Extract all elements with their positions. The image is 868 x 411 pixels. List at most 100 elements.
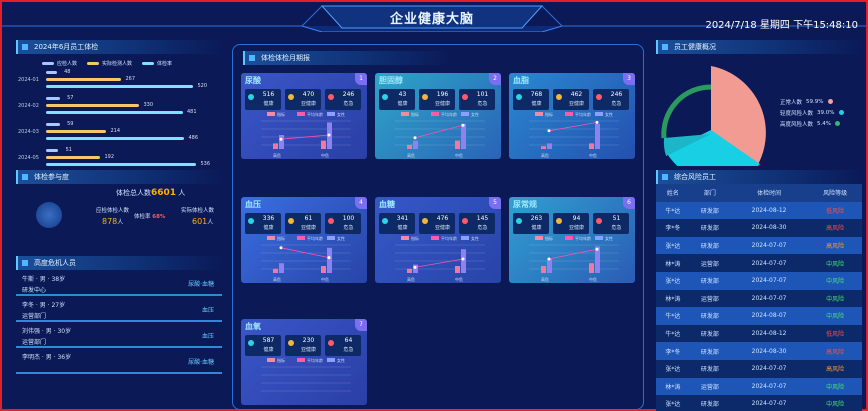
- legend-swatch: [595, 236, 603, 240]
- indicator-card[interactable]: 胆固醇 2 43 健康 196 亚健康 101 危急 指标 平均年龄 女性 高危 中危: [375, 73, 501, 159]
- column-header: 姓名: [656, 184, 690, 202]
- smile-icon: [382, 218, 388, 224]
- cell-dept: 运营部: [689, 254, 730, 272]
- participation-panel: 体检参与度 体检总人数6601 人 应检体检人数 实际体检人数 体检率 68% …: [16, 170, 222, 244]
- smile-icon: [248, 218, 254, 224]
- chart-bar: [547, 259, 552, 273]
- card-title: 尿酸: [245, 76, 261, 85]
- stat-box: 587 健康: [245, 335, 281, 356]
- total-label: 体检总人数: [116, 189, 151, 197]
- x-tick-label: 中危: [321, 276, 329, 282]
- legend-swatch: [297, 112, 305, 116]
- chart-bar: [327, 247, 332, 273]
- person-dept: 运营部门: [22, 313, 47, 320]
- stat-value: 51: [612, 215, 621, 222]
- legend-item: 高度风险人数 5.4%: [780, 118, 862, 129]
- stat-label: 危急: [611, 101, 622, 107]
- cell-date: 2024-07-07: [730, 395, 809, 411]
- cell-date: 2024-07-07: [730, 289, 809, 308]
- indicator-card[interactable]: 血氧 7 587 健康 230 亚健康 64 危急 指标 平均年龄 女性: [241, 319, 367, 405]
- actual-label: 实际体检人数: [181, 208, 215, 214]
- cell-date: 2024-07-07: [730, 254, 809, 272]
- stat-value: 64: [344, 337, 353, 344]
- stat-box: 263 健康: [513, 213, 549, 234]
- risk-title: 综合风险员工: [674, 173, 716, 181]
- list-item[interactable]: 牛斯 · 男 · 38岁 研发中心 尿酸·血糖: [16, 270, 222, 296]
- legend-swatch: [297, 236, 305, 240]
- square-icon: [22, 174, 28, 180]
- cell-level: 中风险: [808, 254, 862, 272]
- total-value: 6601: [151, 188, 177, 198]
- list-item[interactable]: 李明杰 · 男 · 36岁 尿酸·血糖: [16, 348, 222, 374]
- card-number: 6: [623, 197, 635, 209]
- list-item[interactable]: 李冬 · 男 · 27岁 运营部门 血压: [16, 296, 222, 322]
- month-row: 2024-01 48 267 520: [16, 69, 222, 95]
- cell-date: 2024-08-12: [730, 201, 809, 220]
- card-title: 血压: [245, 200, 261, 209]
- table-row[interactable]: 张*达 研发部 2024-07-07 中风险: [656, 271, 862, 290]
- table-row[interactable]: 张*达 研发部 2024-07-07 高风险: [656, 359, 862, 378]
- legend-label: 平均年龄: [307, 111, 323, 117]
- table-row[interactable]: 李*冬 研发部 2024-08-30 高风险: [656, 219, 862, 237]
- cell-dept: 运营部: [689, 377, 730, 396]
- table-row[interactable]: 张*达 研发部 2024-07-07 高风险: [656, 236, 862, 255]
- legend-swatch: [267, 358, 275, 362]
- table-row[interactable]: 牛*达 研发部 2024-08-07 中风险: [656, 307, 862, 325]
- stat-box: 246 危急: [593, 89, 629, 110]
- cell-name: 牛*达: [656, 324, 690, 343]
- panel-title: 2024年6月员工体检: [16, 40, 222, 54]
- indicator-card[interactable]: 血脂 3 768 健康 462 亚健康 246 危急 指标 平均年龄 女性 高危 中危: [509, 73, 635, 159]
- legend-label: 女性: [605, 111, 613, 117]
- legend-swatch: [535, 112, 543, 116]
- rose-slice-mild2: [663, 134, 711, 156]
- indicator-card[interactable]: 血压 4 336 健康 61 亚健康 100 危急 指标 平均年龄 女性 高危 中危: [241, 197, 367, 283]
- actual-value: 601人: [192, 217, 213, 226]
- alert-icon: [328, 340, 334, 346]
- chart-bar: [589, 263, 594, 273]
- stat-box: 341 健康: [379, 213, 415, 234]
- table-row[interactable]: 张*达 研发部 2024-07-07 中风险: [656, 395, 862, 411]
- legend-label: 指标: [277, 235, 285, 241]
- smile-icon: [248, 340, 254, 346]
- indicator-card[interactable]: 血糖 5 341 健康 476 亚健康 145 危急 指标 平均年龄 女性 高危 中危: [375, 197, 501, 283]
- legend-label: 女性: [471, 111, 479, 117]
- table-row[interactable]: 林*涛 运营部 2024-07-07 中风险: [656, 377, 862, 396]
- table-row[interactable]: 牛*达 研发部 2024-08-12 低风险: [656, 201, 862, 220]
- cell-level: 低风险: [808, 201, 862, 220]
- cell-date: 2024-08-30: [730, 219, 809, 237]
- participation-title: 体检参与度: [34, 173, 69, 181]
- chart-point: [595, 120, 599, 124]
- month-row: 2024-03 59 214 486: [16, 121, 222, 147]
- should-label: 应检体检人数: [96, 208, 130, 214]
- table-row[interactable]: 李*冬 研发部 2024-08-30 高风险: [656, 342, 862, 360]
- stat-box: 476 亚健康: [419, 213, 455, 234]
- panel-title: 体检参与度: [16, 170, 222, 184]
- stat-label: 亚健康: [434, 101, 450, 107]
- chart-point: [547, 257, 551, 261]
- stat-label: 亚健康: [300, 101, 316, 107]
- stat-label: 危急: [477, 225, 488, 231]
- list-item[interactable]: 刘伟强 · 男 · 30岁 运营部门 血压: [16, 322, 222, 348]
- card-number: 2: [489, 73, 501, 85]
- bar-value: 520: [197, 83, 207, 89]
- column-header: 体检时间: [730, 184, 809, 202]
- highrisk-title: 高度危机人员: [34, 259, 76, 267]
- legend-label: 女性: [471, 235, 479, 241]
- table-row[interactable]: 牛*达 研发部 2024-08-12 低风险: [656, 324, 862, 343]
- rose-slice-mild: [666, 130, 760, 166]
- chart-point: [595, 247, 599, 251]
- legend-swatch: [595, 112, 603, 116]
- bar-value: 486: [188, 135, 198, 141]
- stat-label: 亚健康: [300, 225, 316, 231]
- indicator-card[interactable]: 尿酸 1 516 健康 470 亚健康 246 危急 指标 平均年龄 女性 高危 中危: [241, 73, 367, 159]
- table-row[interactable]: 林*涛 运营部 2024-07-07 中风险: [656, 254, 862, 272]
- indicator-card[interactable]: 尿常规 6 263 健康 94 亚健康 51 危急 指标 平均年龄 女性 高危 中危: [509, 197, 635, 283]
- cell-name: 张*达: [656, 236, 690, 255]
- table-row[interactable]: 林*涛 运营部 2024-07-07 中风险: [656, 289, 862, 308]
- bar-value: 330: [143, 102, 153, 108]
- legend-swatch: [327, 358, 335, 362]
- stat-value: 768: [530, 91, 543, 98]
- card-number: 4: [355, 197, 367, 209]
- chart-line: [414, 258, 464, 268]
